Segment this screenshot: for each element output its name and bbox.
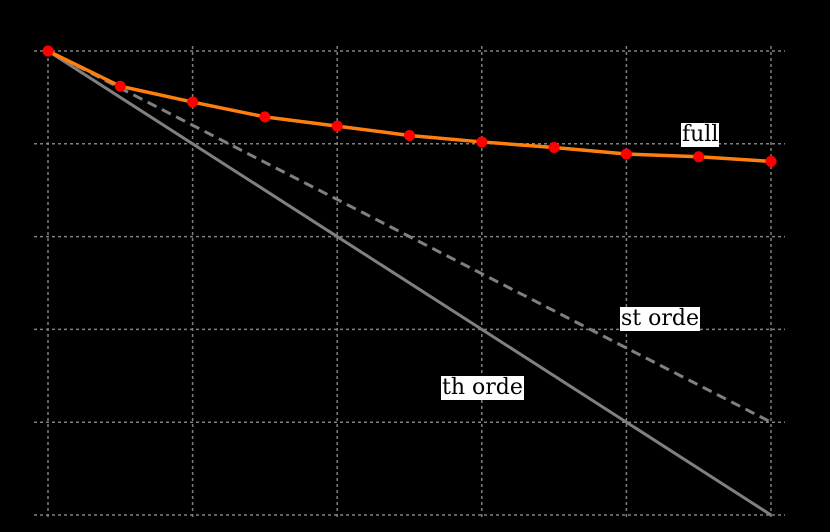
label-first-order: st orde (620, 306, 700, 331)
data-point (548, 142, 560, 154)
label-nth-order: th orde (441, 375, 524, 400)
data-point (476, 136, 488, 148)
data-point (693, 151, 705, 163)
data-point (259, 111, 271, 123)
data-point (42, 45, 54, 57)
label-full: full (681, 122, 720, 147)
series-nth-order (47, 49, 772, 517)
data-point (187, 96, 199, 108)
series-1st-order (47, 49, 772, 424)
data-point (404, 129, 415, 141)
data-point (620, 148, 632, 160)
data-point (114, 80, 126, 92)
data-point (331, 120, 343, 132)
data-point (765, 155, 777, 167)
